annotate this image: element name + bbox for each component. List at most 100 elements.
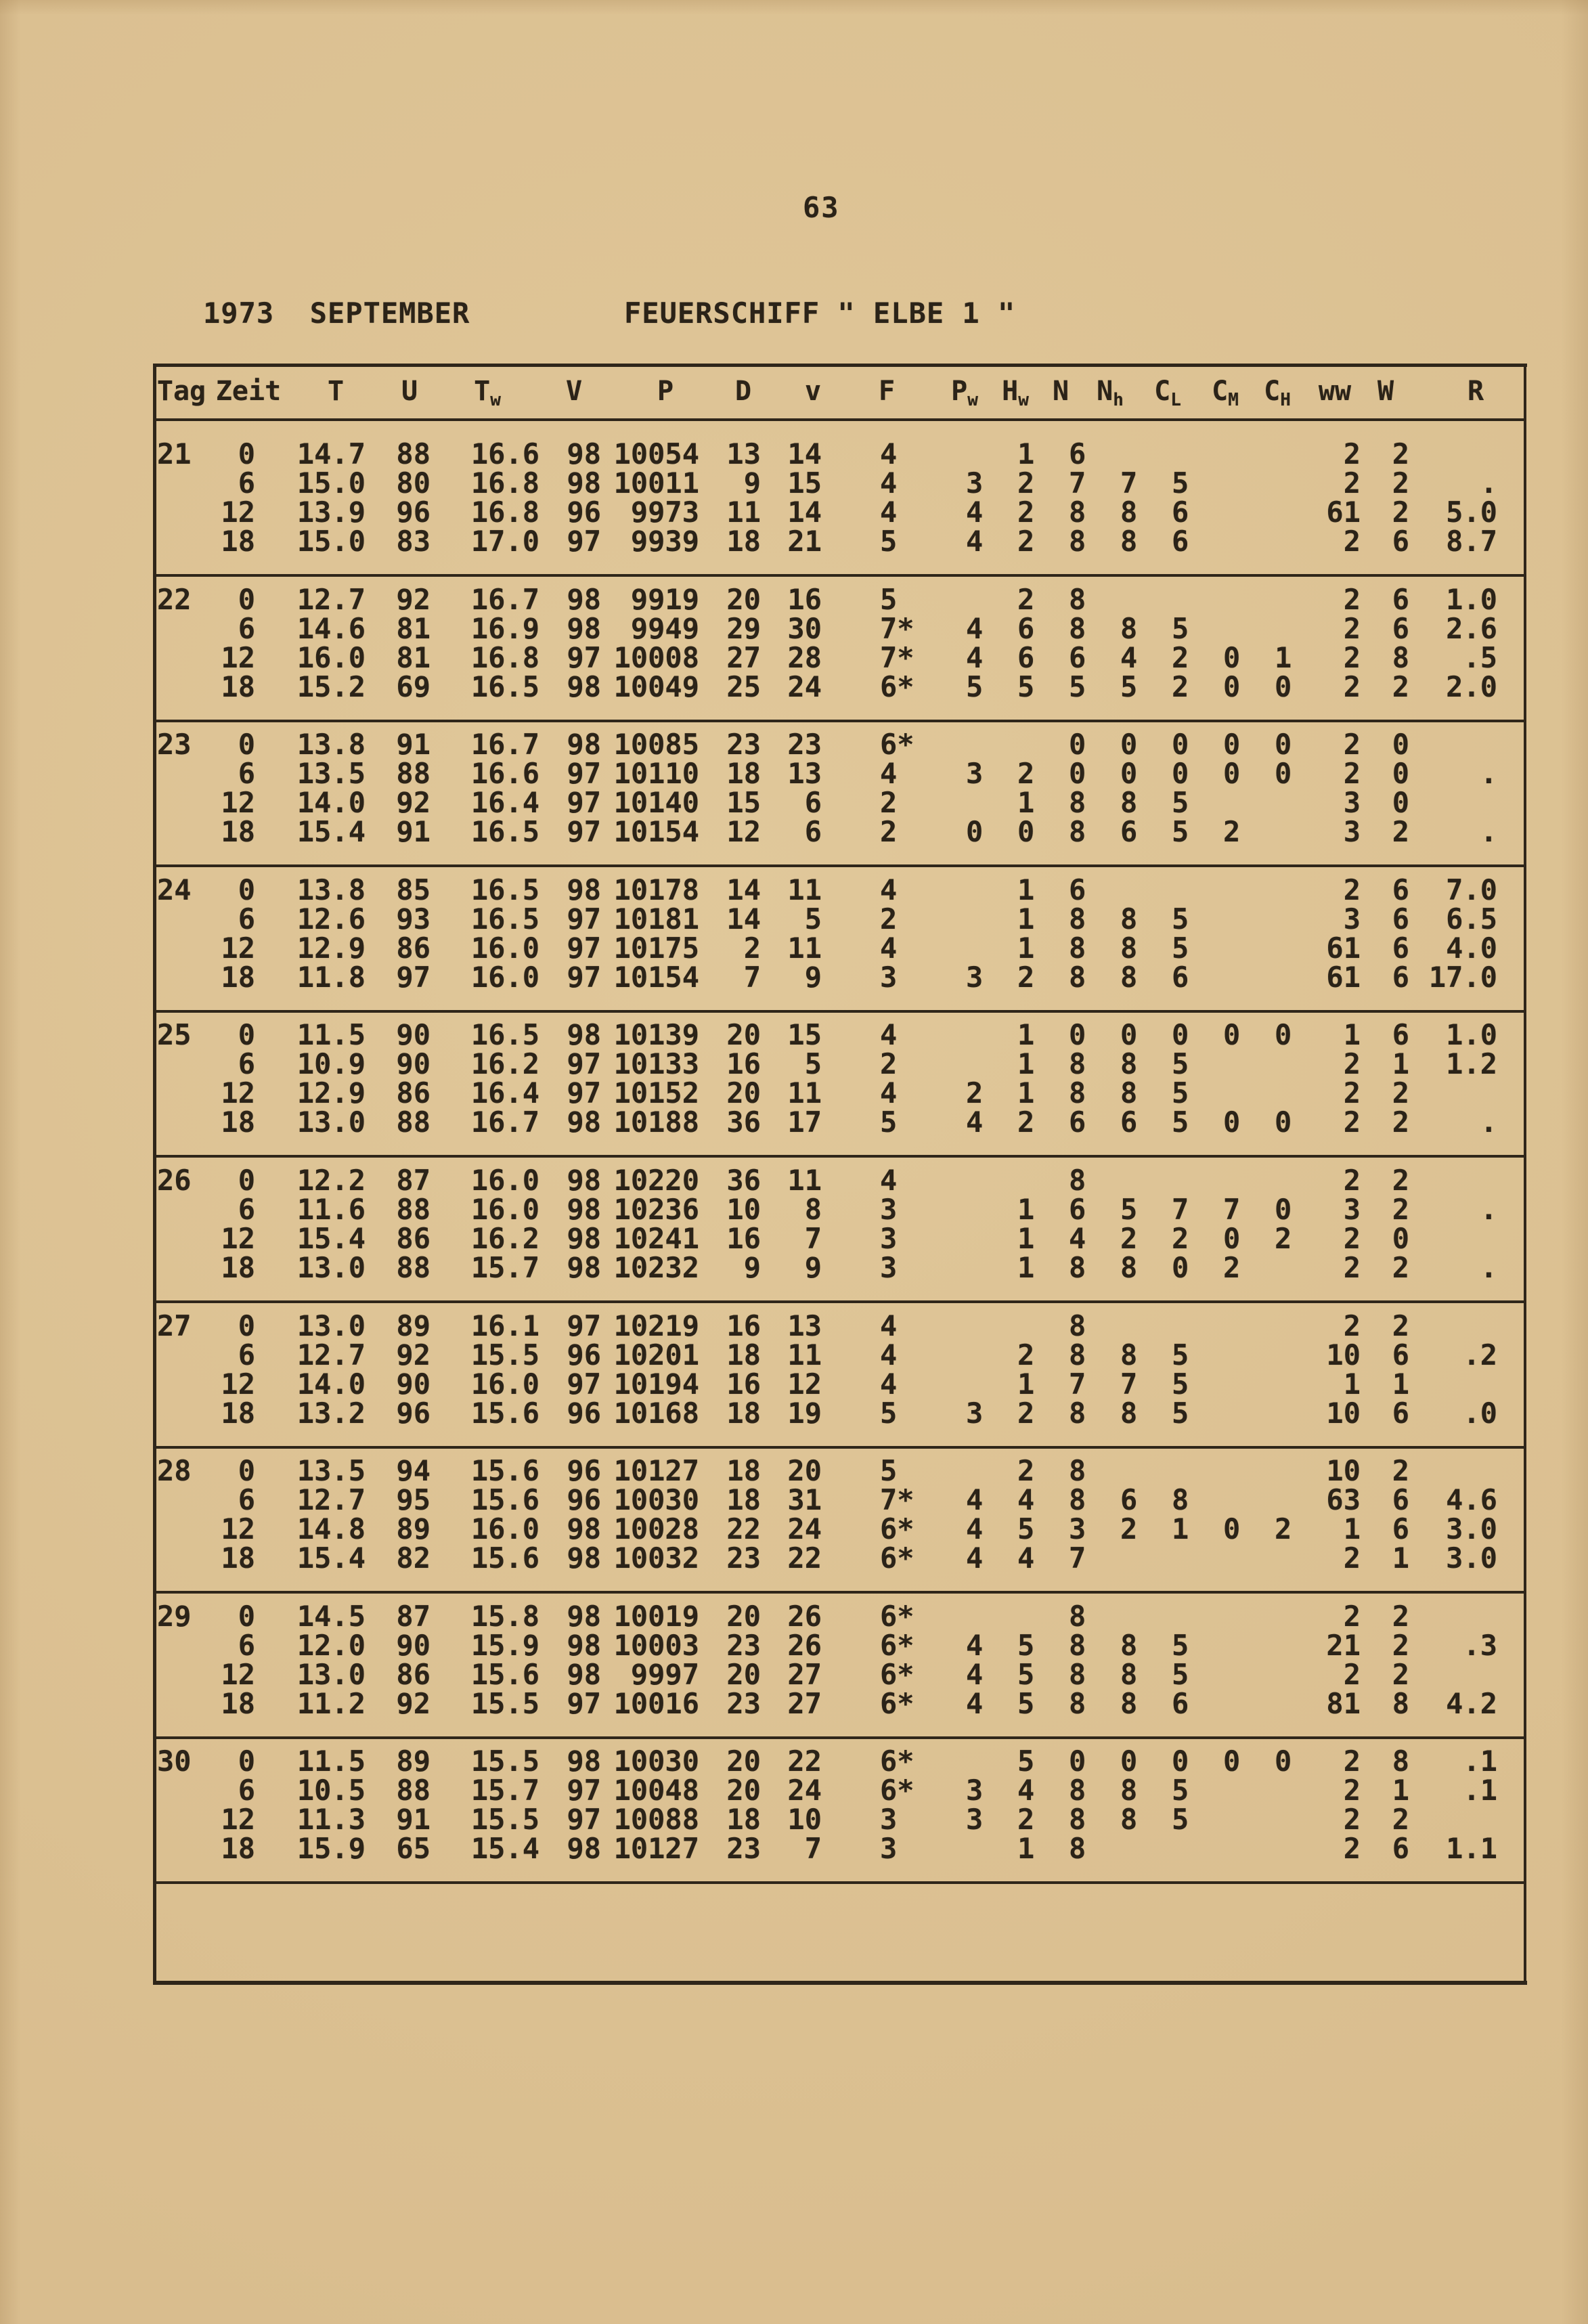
- cell-vv: 97: [567, 1774, 601, 1807]
- cell-ww: 1: [1343, 1512, 1361, 1546]
- cell-nh: 8: [1120, 786, 1138, 820]
- cell-p: 10088: [613, 1803, 699, 1837]
- cell-u: 91: [396, 1803, 431, 1837]
- column-header-label: W: [1377, 376, 1394, 407]
- cell-tw: 17.0: [470, 525, 539, 558]
- cell-hw: 4: [1017, 1483, 1035, 1517]
- cell-vv: 98: [567, 1018, 601, 1052]
- column-header-subscript: w: [967, 390, 978, 410]
- cell-pw: 3: [966, 1803, 984, 1837]
- cell-p: 10049: [613, 670, 699, 703]
- cell-d: 16: [726, 1309, 761, 1342]
- day-separator: [153, 864, 1526, 867]
- cell-pw: 4: [966, 1686, 984, 1720]
- table-row-day25-h18: 18 13.0 88 16.7 98 10188 36 17 5 4 2 6 6 5 0 0 2 2.: [0, 1108, 1588, 1137]
- cell-n: 8: [1069, 902, 1086, 936]
- cell-r: .: [1480, 466, 1497, 500]
- cell-vv: 97: [567, 757, 601, 791]
- cell-u: 90: [396, 1628, 431, 1662]
- cell-n: 7: [1069, 1367, 1086, 1401]
- cell-vv: 97: [567, 525, 601, 558]
- cell-ch: 0: [1275, 728, 1292, 762]
- cell-t: 16.0: [296, 640, 366, 674]
- cell-n: 8: [1069, 496, 1086, 529]
- cell-pw: 3: [966, 1774, 984, 1807]
- cell-u: 94: [396, 1454, 431, 1488]
- cell-zeit: 18: [221, 670, 255, 703]
- table-row-day27-h18: 18 13.2 96 15.6 96 10168 18 19 5 3 2 8 8 5 10 6.0: [0, 1399, 1588, 1428]
- cell-pw: 4: [966, 1628, 984, 1662]
- table-row-day24-h12: 12 12.9 86 16.0 97 10175 2 11 4 1 8 8 5 61 6 4.0: [0, 934, 1588, 963]
- cell-d: 18: [726, 757, 761, 791]
- cell-cl: 5: [1172, 1396, 1189, 1430]
- cell-cm: 0: [1223, 728, 1241, 762]
- cell-zeit: 0: [238, 873, 255, 906]
- column-header-cl: CL: [1154, 376, 1181, 415]
- cell-nh: 8: [1120, 1396, 1138, 1430]
- cell-w: 2: [1392, 1657, 1409, 1691]
- cell-tag: 30: [157, 1745, 192, 1778]
- cell-d: 18: [726, 1396, 761, 1430]
- table-row-day21-h18: 18 15.0 83 17.0 97 9939 18 21 5 4 2 8 8 6 2 6 8.7: [0, 527, 1588, 556]
- cell-t: 12.2: [296, 1164, 366, 1197]
- column-header-t: T: [328, 376, 344, 406]
- cell-nh: 0: [1120, 728, 1138, 762]
- cell-cl: 5: [1172, 1367, 1189, 1401]
- cell-w: 1: [1392, 1367, 1409, 1401]
- cell-f: 7*: [880, 611, 914, 645]
- cell-u: 90: [396, 1367, 431, 1401]
- cell-nh: 7: [1120, 1367, 1138, 1401]
- cell-f: 2: [880, 1047, 898, 1081]
- cell-t: 14.5: [296, 1599, 366, 1633]
- cell-hw: 1: [1017, 1222, 1035, 1255]
- cell-p: 9997: [630, 1657, 699, 1691]
- day-separator: [153, 720, 1526, 722]
- column-header-label: H: [1002, 376, 1019, 407]
- table-row-day26-h12: 12 15.4 86 16.2 98 10241 16 7 3 1 4 2 2 0 2 2 0: [0, 1224, 1588, 1253]
- cell-cm: 2: [1223, 1251, 1241, 1284]
- cell-v: 20: [787, 1454, 822, 1488]
- cell-r: 3.0: [1446, 1541, 1497, 1575]
- cell-p: 10127: [613, 1454, 699, 1488]
- cell-tw: 16.0: [470, 1164, 539, 1197]
- cell-t: 15.0: [296, 525, 366, 558]
- cell-tw: 16.7: [470, 728, 539, 762]
- cell-r: .0: [1463, 1396, 1497, 1430]
- cell-tag: 21: [157, 437, 192, 470]
- cell-cl: 5: [1172, 611, 1189, 645]
- cell-u: 86: [396, 1657, 431, 1691]
- cell-cm: 0: [1223, 1018, 1241, 1052]
- table-row-day22-h18: 18 15.2 69 16.5 98 10049 25 24 6* 5 5 5 5 2 0 0 2 2 2.0: [0, 672, 1588, 701]
- cell-u: 83: [396, 525, 431, 558]
- cell-r: 1.0: [1446, 582, 1497, 616]
- cell-r: 6.5: [1446, 902, 1497, 936]
- cell-hw: 2: [1017, 1803, 1035, 1837]
- day-separator: [153, 574, 1526, 577]
- cell-f: 7*: [880, 1483, 914, 1517]
- cell-f: 6*: [880, 1599, 914, 1633]
- cell-tw: 16.4: [470, 1076, 539, 1110]
- cell-u: 90: [396, 1018, 431, 1052]
- table-row-day26-h0: 26 0 12.2 87 16.0 98 10220 36 11 4 8 2 2: [0, 1166, 1588, 1195]
- cell-r: 7.0: [1446, 873, 1497, 906]
- cell-f: 6*: [880, 1745, 914, 1778]
- cell-vv: 98: [567, 670, 601, 703]
- cell-u: 96: [396, 496, 431, 529]
- cell-hw: 5: [1017, 1686, 1035, 1720]
- cell-cl: 5: [1172, 931, 1189, 965]
- cell-p: 10110: [613, 757, 699, 791]
- column-header-f: F: [879, 376, 895, 406]
- cell-p: 10011: [613, 466, 699, 500]
- cell-tag: 28: [157, 1454, 192, 1488]
- cell-u: 86: [396, 931, 431, 965]
- cell-d: 27: [726, 640, 761, 674]
- cell-hw: 1: [1017, 1832, 1035, 1866]
- cell-tw: 15.6: [470, 1657, 539, 1691]
- cell-d: 18: [726, 1338, 761, 1372]
- cell-d: 16: [726, 1367, 761, 1401]
- cell-f: 5: [880, 582, 898, 616]
- cell-p: 10139: [613, 1018, 699, 1052]
- cell-hw: 2: [1017, 496, 1035, 529]
- cell-v: 14: [787, 437, 822, 470]
- cell-n: 6: [1069, 1105, 1086, 1139]
